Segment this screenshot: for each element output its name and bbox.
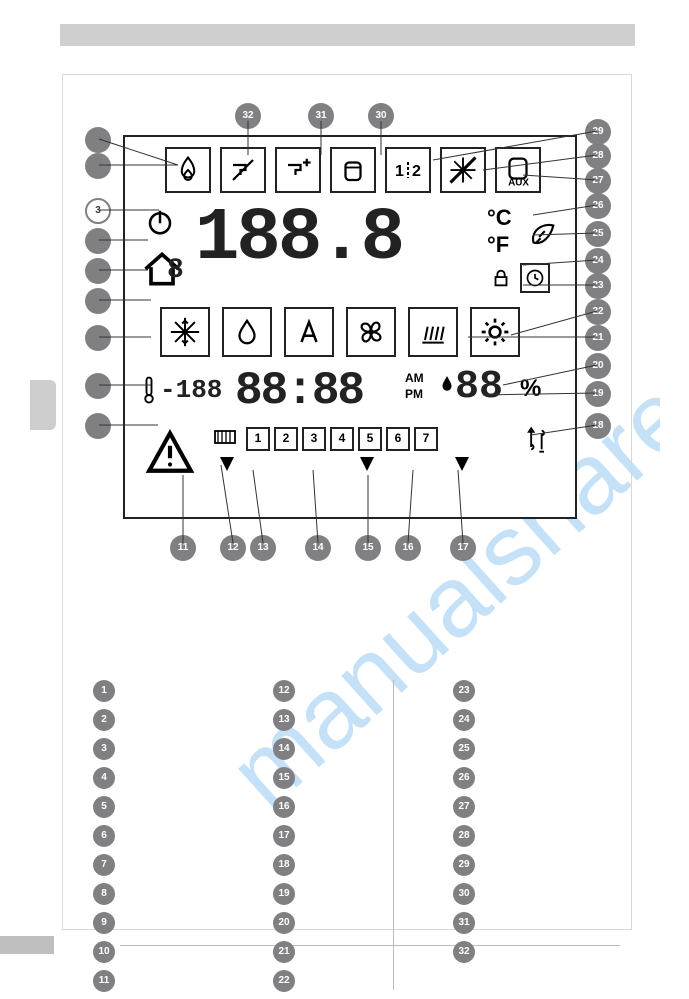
legend-item: 30 (453, 883, 475, 905)
legend-item: 3 (93, 738, 115, 760)
legend-item: 13 (273, 709, 295, 731)
legend-item: 11 (93, 970, 115, 992)
legend-item: 1 (93, 680, 115, 702)
legend-item: 16 (273, 796, 295, 818)
legend-item: 31 (453, 912, 475, 934)
legend-item: 10 (93, 941, 115, 963)
legend-item: 32 (453, 941, 475, 963)
legend-item: 25 (453, 738, 475, 760)
content-frame: 32 31 30 3 29 28 27 26 25 24 23 22 21 20… (62, 74, 632, 930)
page-number-tab (0, 936, 54, 954)
legend-item: 8 (93, 883, 115, 905)
legend-item: 19 (273, 883, 295, 905)
legend-item: 22 (273, 970, 295, 992)
legend-col-2: 12 13 14 15 16 17 18 19 20 21 22 (273, 680, 295, 999)
legend-item: 12 (273, 680, 295, 702)
page: manualshare.com (0, 0, 689, 974)
legend-item: 21 (273, 941, 295, 963)
legend-item: 2 (93, 709, 115, 731)
header-bar (60, 24, 635, 46)
legend-item: 23 (453, 680, 475, 702)
legend-item: 28 (453, 825, 475, 847)
legend-col-3: 23 24 25 26 27 28 29 30 31 32 (453, 680, 475, 970)
legend-item: 20 (273, 912, 295, 934)
legend-item: 14 (273, 738, 295, 760)
legend-item: 6 (93, 825, 115, 847)
legend-item: 7 (93, 854, 115, 876)
side-tab (30, 380, 56, 430)
legend-col-1: 1 2 3 4 5 6 7 8 9 10 11 (93, 680, 115, 999)
legend-item: 26 (453, 767, 475, 789)
legend-item: 18 (273, 854, 295, 876)
legend-item: 4 (93, 767, 115, 789)
legend-item: 29 (453, 854, 475, 876)
legend-item: 27 (453, 796, 475, 818)
legend-item: 9 (93, 912, 115, 934)
legend-item: 15 (273, 767, 295, 789)
footer-rule (120, 945, 620, 946)
legend-item: 17 (273, 825, 295, 847)
legend-divider (393, 680, 394, 990)
legend-item: 5 (93, 796, 115, 818)
leader-lines (63, 75, 633, 555)
legend-item: 24 (453, 709, 475, 731)
